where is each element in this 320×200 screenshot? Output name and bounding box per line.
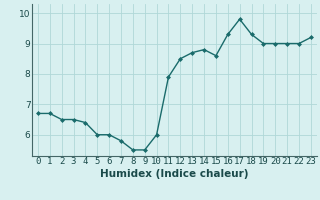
X-axis label: Humidex (Indice chaleur): Humidex (Indice chaleur) [100, 169, 249, 179]
